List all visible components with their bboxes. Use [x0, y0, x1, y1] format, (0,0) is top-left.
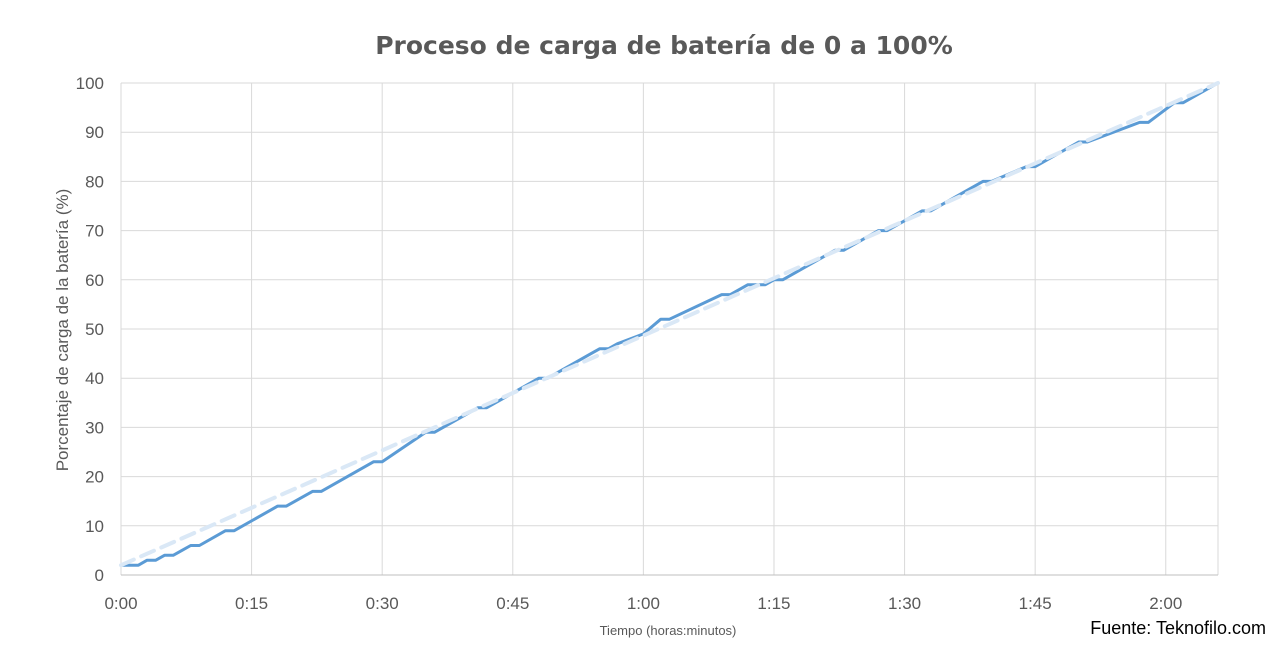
x-tick-label: 0:00: [104, 594, 137, 613]
y-tick-label: 30: [85, 418, 104, 437]
x-tick-label: 0:45: [496, 594, 529, 613]
y-tick-label: 100: [76, 74, 104, 93]
y-tick-label: 10: [85, 517, 104, 536]
y-tick-label: 60: [85, 271, 104, 290]
x-tick-label: 1:00: [627, 594, 660, 613]
x-tick-label: 2:00: [1149, 594, 1182, 613]
gridlines: [120, 82, 1219, 575]
trend-line: [119, 81, 1220, 568]
y-tick-label: 20: [85, 468, 104, 487]
y-axis-ticks: 0 10 20 30 40 50 60 70 80 90 100: [76, 74, 104, 585]
source-credit: Fuente: Teknofilo.com: [1090, 618, 1266, 638]
x-tick-label: 0:15: [235, 594, 268, 613]
x-tick-label: 1:45: [1019, 594, 1052, 613]
x-axis-ticks: 0:00 0:15 0:30 0:45 1:00 1:15 1:30 1:45 2:00: [104, 594, 1182, 613]
x-axis-label: Tiempo (horas:minutos): [600, 623, 737, 638]
x-tick-label: 1:30: [888, 594, 921, 613]
x-tick-label: 1:15: [757, 594, 790, 613]
series-group: [119, 81, 1220, 568]
chart-title: Proceso de carga de batería de 0 a 100%: [375, 31, 953, 60]
y-tick-label: 0: [95, 566, 104, 585]
y-tick-label: 90: [85, 123, 104, 142]
y-tick-label: 70: [85, 222, 104, 241]
y-tick-label: 50: [85, 320, 104, 339]
y-tick-label: 80: [85, 172, 104, 191]
y-axis-label: Porcentaje de carga de la batería (%): [53, 189, 72, 472]
x-tick-label: 0:30: [366, 594, 399, 613]
y-tick-label: 40: [85, 369, 104, 388]
